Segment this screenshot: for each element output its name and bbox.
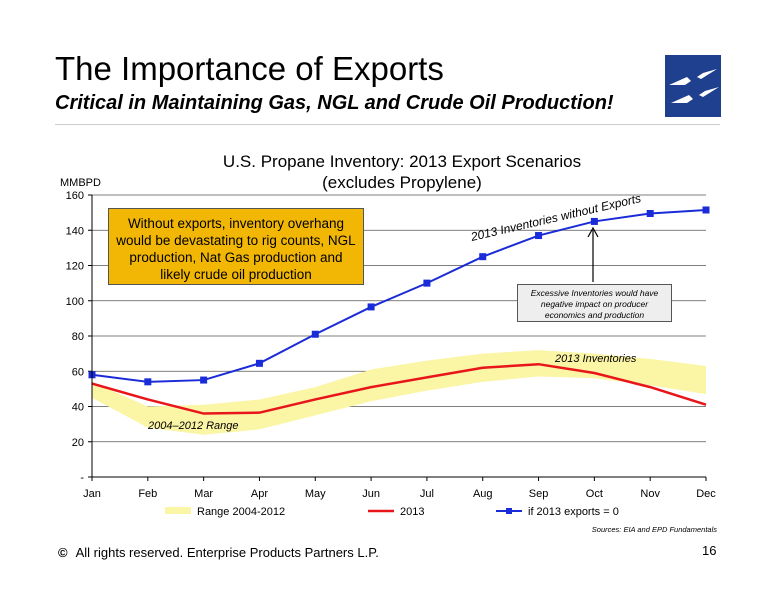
- series-markers: [88, 206, 710, 386]
- series-marker-if-2013-exports-0: [535, 232, 543, 240]
- copyright-icon: ©: [58, 545, 68, 560]
- page-number: 16: [702, 543, 717, 558]
- chart-subtitle: (excludes Propylene): [322, 173, 482, 192]
- x-tick-label: Jul: [420, 488, 434, 500]
- copyright-text: All rights reserved. Enterprise Products…: [75, 545, 379, 560]
- x-tick-label: Sep: [529, 488, 549, 500]
- y-tick-label: 100: [66, 296, 84, 308]
- series-line-if-2013-exports-0: [91, 208, 707, 383]
- y-tick-label: 120: [66, 261, 84, 273]
- range-annotation: 2004–2012 Range: [147, 420, 239, 432]
- y-tick-label: 20: [72, 437, 84, 449]
- x-tick-label: Oct: [586, 488, 603, 500]
- legend-label-2013: 2013: [400, 506, 424, 518]
- exports-impact-callout: Without exports, inventory overhang woul…: [108, 208, 364, 285]
- series-marker-if-2013-exports-0: [311, 330, 319, 338]
- series-marker-if-2013-exports-0: [646, 210, 654, 218]
- callout-arrowhead: [587, 226, 599, 238]
- series-marker-if-2013-exports-0: [590, 217, 598, 225]
- x-tick-label: Apr: [251, 488, 268, 500]
- y-tick-label: -: [80, 472, 84, 484]
- series-marker-if-2013-exports-0: [479, 253, 487, 261]
- slide-subtitle: Critical in Maintaining Gas, NGL and Cru…: [55, 92, 614, 114]
- x-tick-label: Dec: [696, 488, 716, 500]
- y-tick-label: 60: [72, 366, 84, 378]
- excess-inventory-callout: Excessive Inventories would have negativ…: [517, 284, 672, 322]
- y-tick-label: 40: [72, 402, 84, 414]
- series-marker-if-2013-exports-0: [367, 303, 375, 311]
- y-tick-label: 160: [66, 190, 84, 202]
- y-axis-ticks: - 20 40 60 80 100 120 140 160: [66, 190, 92, 484]
- x-tick-label: Mar: [194, 488, 213, 500]
- inventories-annotation: 2013 Inventories: [554, 353, 637, 365]
- series-marker-if-2013-exports-0: [255, 359, 263, 367]
- x-tick-label: Nov: [640, 488, 660, 500]
- series-lines: [91, 208, 707, 415]
- sources-note: Sources: EIA and EPD Fundamentals: [592, 525, 717, 534]
- title-divider: [55, 124, 720, 125]
- y-tick-label: 80: [72, 331, 84, 343]
- copyright-notice: © All rights reserved. Enterprise Product…: [58, 545, 379, 560]
- x-tick-label: Aug: [473, 488, 493, 500]
- chart-title: U.S. Propane Inventory: 2013 Export Scen…: [223, 152, 581, 171]
- x-tick-label: Jan: [83, 488, 101, 500]
- lightning-bolt-logo-icon: [665, 55, 721, 117]
- legend-label-no-exports: if 2013 exports = 0: [528, 506, 619, 518]
- y-axis-label: MMBPD: [60, 177, 101, 189]
- legend-label-range: Range 2004-2012: [197, 506, 285, 518]
- series-marker-if-2013-exports-0: [144, 378, 152, 386]
- y-tick-label: 140: [66, 225, 84, 237]
- x-axis-ticks: Jan Feb Mar Apr May Jun Jul Aug Sep Oct Nov Dec: [83, 477, 716, 500]
- series-marker-if-2013-exports-0: [702, 206, 710, 214]
- x-tick-label: May: [305, 488, 326, 500]
- legend: Range 2004-2012 2013 if 2013 exports = 0: [165, 506, 619, 518]
- series-line-2013: [91, 362, 707, 415]
- legend-marker-no-exports: [506, 508, 512, 514]
- series-marker-if-2013-exports-0: [423, 279, 431, 287]
- series-marker-if-2013-exports-0: [200, 376, 208, 384]
- gridlines: [92, 194, 706, 443]
- slide-title: The Importance of Exports: [55, 50, 444, 87]
- x-tick-label: Jun: [362, 488, 380, 500]
- legend-swatch-range: [165, 507, 191, 514]
- x-tick-label: Feb: [138, 488, 157, 500]
